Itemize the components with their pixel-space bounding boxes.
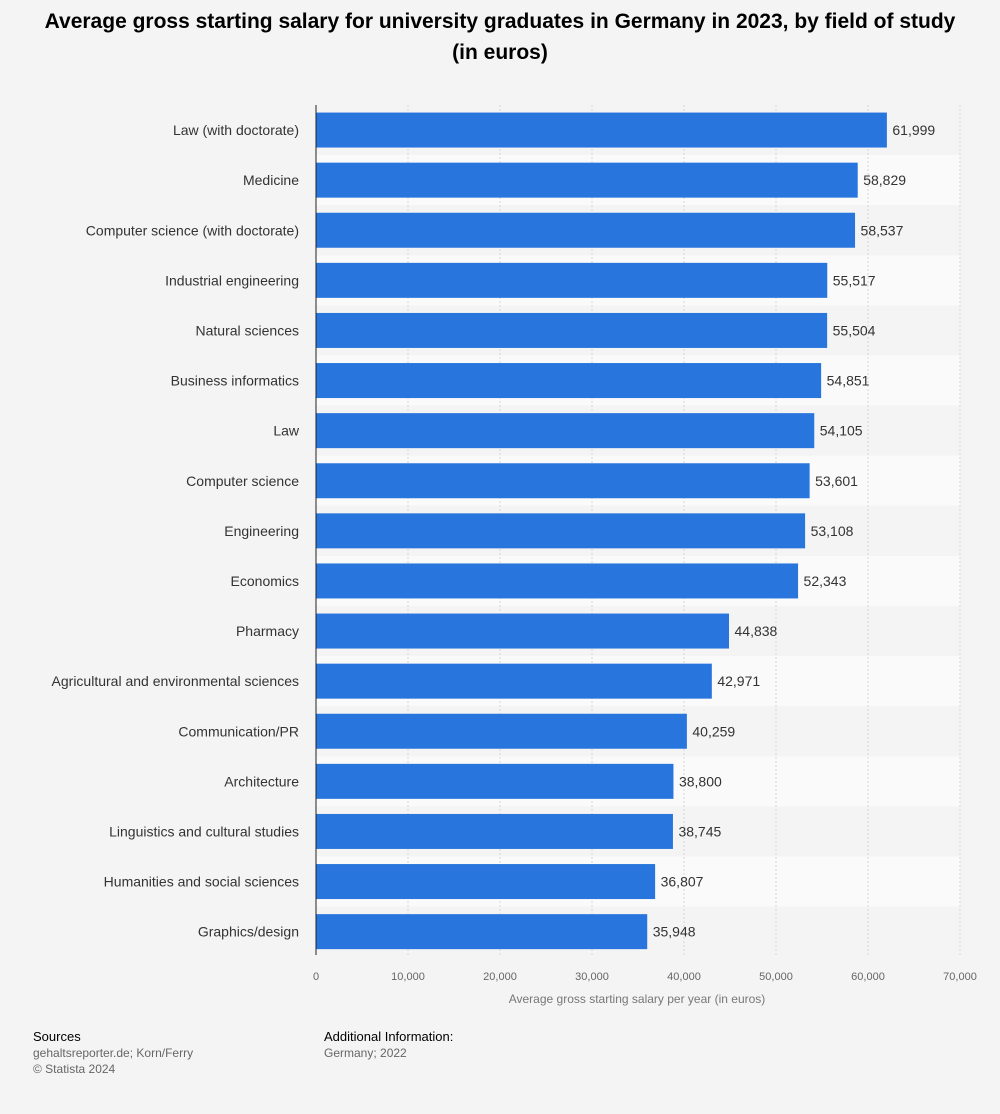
category-label: Computer science (with doctorate) [86, 222, 299, 238]
value-label: 38,800 [679, 773, 722, 789]
value-label: 54,105 [820, 423, 863, 439]
x-tick-label: 40,000 [667, 971, 701, 983]
additional-info-block: Additional Information: Germany; 2022 [324, 1029, 453, 1061]
bar[interactable] [316, 864, 656, 900]
bar[interactable] [316, 713, 687, 749]
value-label: 54,851 [827, 373, 870, 389]
value-label: 53,601 [815, 473, 858, 489]
bar[interactable] [316, 813, 673, 849]
value-label: 40,259 [692, 723, 735, 739]
category-label: Linguistics and cultural studies [109, 823, 299, 839]
x-axis-ticks: 0 10,000 20,000 30,000 40,000 50,000 60,000 70,… [313, 971, 977, 983]
value-label: 42,971 [717, 673, 760, 689]
category-label: Graphics/design [198, 924, 299, 940]
x-tick-label: 0 [313, 971, 319, 983]
bar[interactable] [316, 162, 858, 198]
category-label: Economics [231, 573, 299, 589]
value-label: 52,343 [804, 573, 847, 589]
x-tick-label: 30,000 [575, 971, 609, 983]
value-label: 61,999 [892, 122, 935, 138]
chart-title: Average gross starting salary for univer… [44, 10, 956, 64]
value-label: 53,108 [811, 523, 854, 539]
bar[interactable] [316, 563, 799, 599]
bar[interactable] [316, 312, 828, 348]
category-label: Communication/PR [178, 723, 299, 739]
value-label: 36,807 [661, 874, 704, 890]
value-label: 35,948 [653, 924, 696, 940]
category-label: Pharmacy [236, 623, 299, 639]
bar[interactable] [316, 212, 856, 248]
x-tick-label: 20,000 [483, 971, 517, 983]
bar[interactable] [316, 112, 887, 148]
bar-chart: Law (with doctorate) Medicine Computer sci… [52, 105, 977, 1006]
bar[interactable] [316, 663, 712, 699]
category-label: Law (with doctorate) [173, 122, 299, 138]
value-labels: 61,999 58,829 58,537 55,517 55,504 54,851 54,1… [653, 122, 936, 940]
category-label: Law [273, 423, 300, 439]
x-tick-label: 60,000 [851, 971, 885, 983]
category-label: Business informatics [171, 373, 299, 389]
category-label: Industrial engineering [165, 272, 299, 288]
bar[interactable] [316, 613, 730, 649]
sources-heading: Sources [33, 1029, 81, 1044]
category-label: Agricultural and environmental sciences [52, 673, 299, 689]
sources-text: gehaltsreporter.de; Korn/Ferry [33, 1046, 194, 1060]
value-label: 44,838 [735, 623, 778, 639]
category-label: Natural sciences [196, 322, 300, 338]
bar[interactable] [316, 413, 815, 449]
value-label: 55,504 [833, 322, 876, 338]
category-label: Computer science [186, 473, 299, 489]
x-tick-label: 10,000 [391, 971, 425, 983]
copyright-text: © Statista 2024 [33, 1062, 116, 1076]
bar[interactable] [316, 262, 828, 298]
value-label: 58,537 [861, 222, 904, 238]
category-label: Engineering [224, 523, 299, 539]
sources-block: Sources gehaltsreporter.de; Korn/Ferry ©… [33, 1029, 193, 1077]
x-tick-label: 50,000 [759, 971, 793, 983]
x-axis-label: Average gross starting salary per year (… [509, 992, 766, 1006]
bar[interactable] [316, 363, 822, 399]
bar[interactable] [316, 914, 648, 950]
category-label: Medicine [243, 172, 299, 188]
additional-info-heading: Additional Information: [324, 1029, 454, 1044]
category-labels: Law (with doctorate) Medicine Computer sci… [52, 122, 300, 940]
additional-info-text: Germany; 2022 [324, 1046, 407, 1060]
category-label: Humanities and social sciences [104, 874, 299, 890]
bar[interactable] [316, 463, 810, 499]
bar[interactable] [316, 763, 674, 799]
value-label: 58,829 [863, 172, 906, 188]
category-label: Architecture [224, 773, 299, 789]
value-label: 38,745 [678, 823, 721, 839]
bars [316, 112, 887, 950]
x-tick-label: 70,000 [943, 971, 977, 983]
value-label: 55,517 [833, 272, 876, 288]
bar[interactable] [316, 513, 806, 549]
